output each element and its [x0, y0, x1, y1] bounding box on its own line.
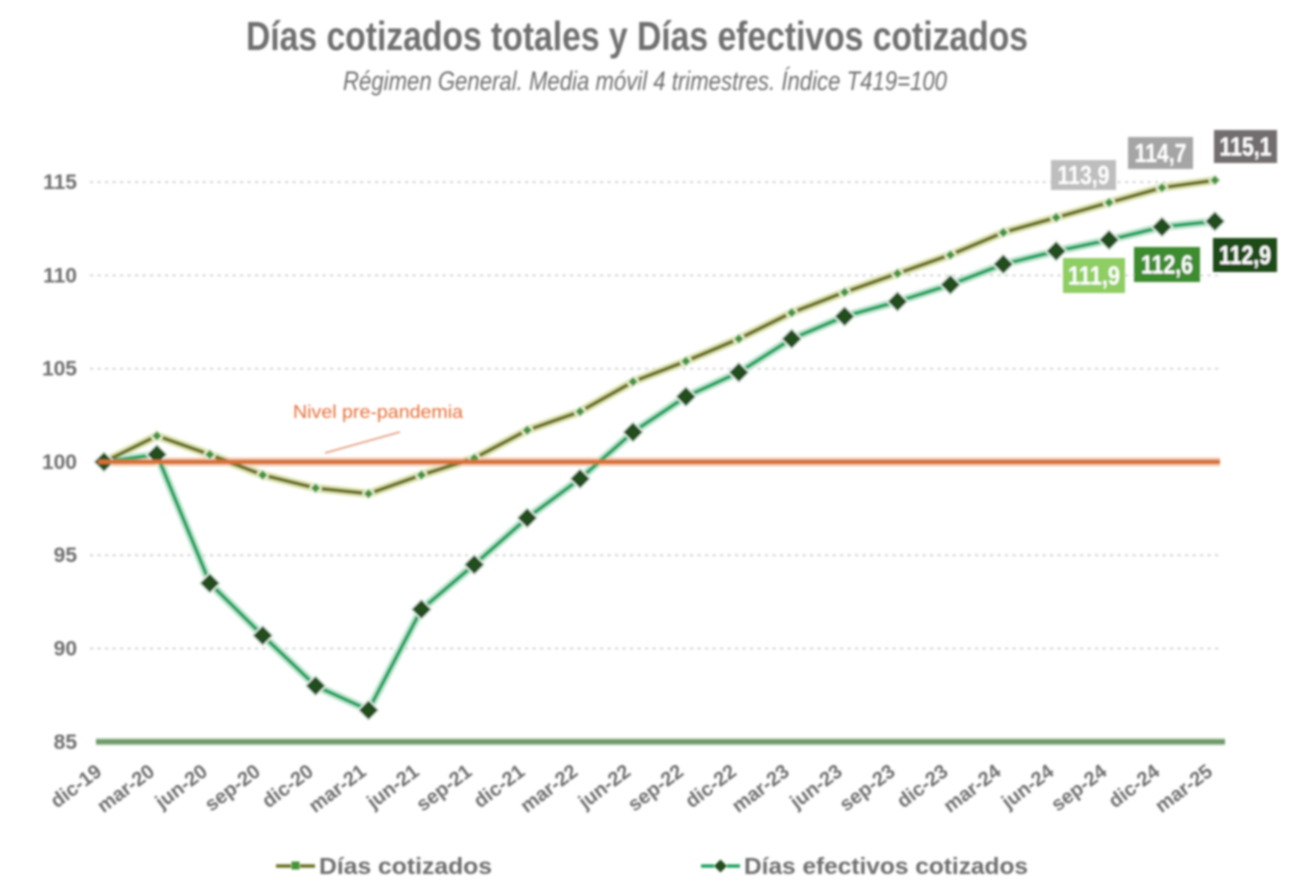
svg-text:85: 85 [54, 731, 78, 754]
svg-text:90: 90 [54, 638, 77, 661]
svg-text:110: 110 [43, 264, 77, 287]
svg-text:Nivel pre-pandemia: Nivel pre-pandemia [293, 402, 464, 422]
svg-text:112,9: 112,9 [1219, 240, 1271, 270]
svg-text:112,6: 112,6 [1141, 250, 1193, 280]
svg-text:105: 105 [42, 358, 77, 381]
svg-text:95: 95 [54, 544, 78, 567]
svg-text:Días efectivos cotizados: Días efectivos cotizados [744, 853, 1028, 879]
svg-text:113,9: 113,9 [1058, 160, 1110, 190]
svg-text:114,7: 114,7 [1135, 138, 1187, 168]
svg-text:115: 115 [43, 171, 77, 194]
svg-text:115,1: 115,1 [1220, 132, 1272, 162]
svg-text:100: 100 [42, 451, 77, 474]
svg-text:111,9: 111,9 [1068, 261, 1120, 291]
svg-text:Días cotizados totales y Días: Días cotizados totales y Días efectivos … [246, 13, 1028, 59]
svg-text:Días cotizados: Días cotizados [319, 853, 492, 879]
svg-text:Régimen General. Media móvil 4: Régimen General. Media móvil 4 trimestre… [343, 66, 947, 96]
